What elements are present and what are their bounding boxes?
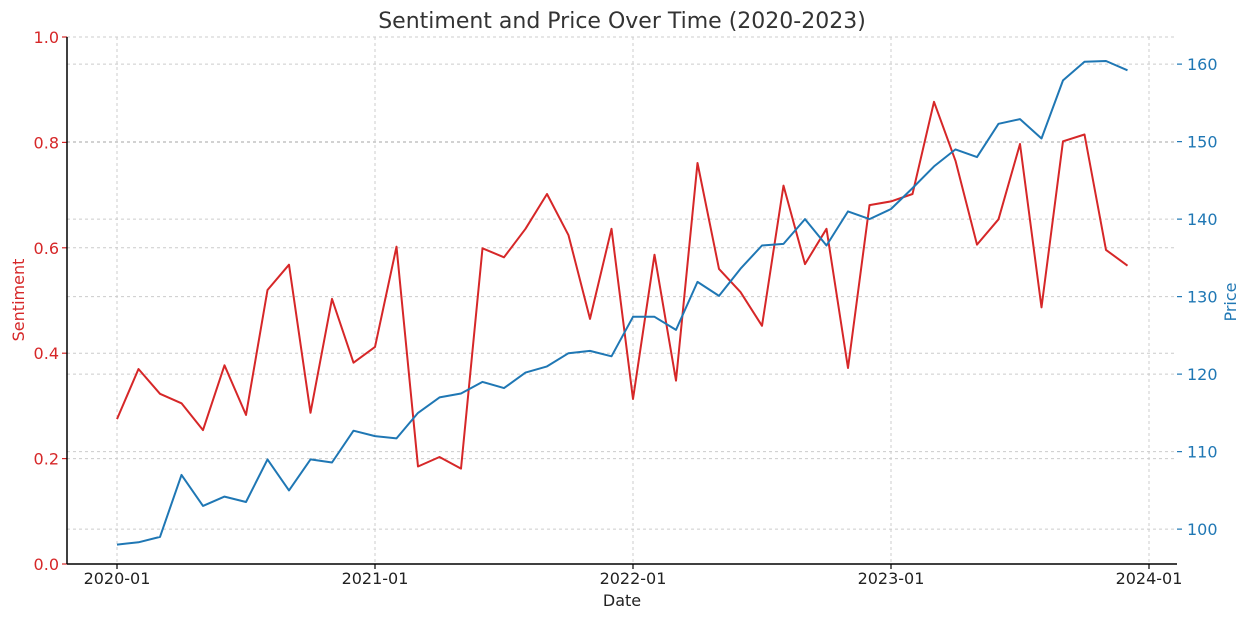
y-tick-label-right: 140: [1187, 210, 1218, 229]
y-tick-label-left: 0.2: [34, 450, 59, 469]
y-axis-left-label: Sentiment: [9, 259, 28, 342]
y-tick-label-left: 1.0: [34, 28, 59, 47]
y-tick-label-right: 120: [1187, 365, 1218, 384]
y-tick-label-left: 0.4: [34, 344, 59, 363]
price-series-line: [116, 60, 1128, 546]
y-tick-label-left: 0.8: [34, 133, 59, 152]
x-tick-label: 2021-01: [342, 569, 409, 588]
chart-title: Sentiment and Price Over Time (2020-2023…: [378, 9, 866, 34]
series-layer: [116, 60, 1129, 546]
y-tick-label-left: 0.6: [34, 239, 59, 258]
y-axis-right-label: Price: [1221, 282, 1240, 321]
sentiment-series-line: [116, 100, 1129, 470]
y-tick-label-right: 150: [1187, 133, 1218, 152]
y-tick-label-right: 160: [1187, 55, 1218, 74]
y-tick-label-left: 0.0: [34, 555, 59, 574]
x-tick-label: 2020-01: [84, 569, 151, 588]
x-tick-label: 2024-01: [1116, 569, 1183, 588]
x-tick-label: 2022-01: [600, 569, 667, 588]
grid-layer: [67, 36, 1177, 565]
axes-layer: 2020-01 2021-01 2022-01 2023-01 2024-01 0.0 0.…: [34, 28, 1218, 588]
x-axis-label: Date: [603, 591, 641, 610]
y-tick-label-right: 110: [1187, 443, 1218, 462]
y-tick-label-right: 130: [1187, 288, 1218, 307]
y-tick-label-right: 100: [1187, 520, 1218, 539]
x-tick-label: 2023-01: [858, 569, 925, 588]
